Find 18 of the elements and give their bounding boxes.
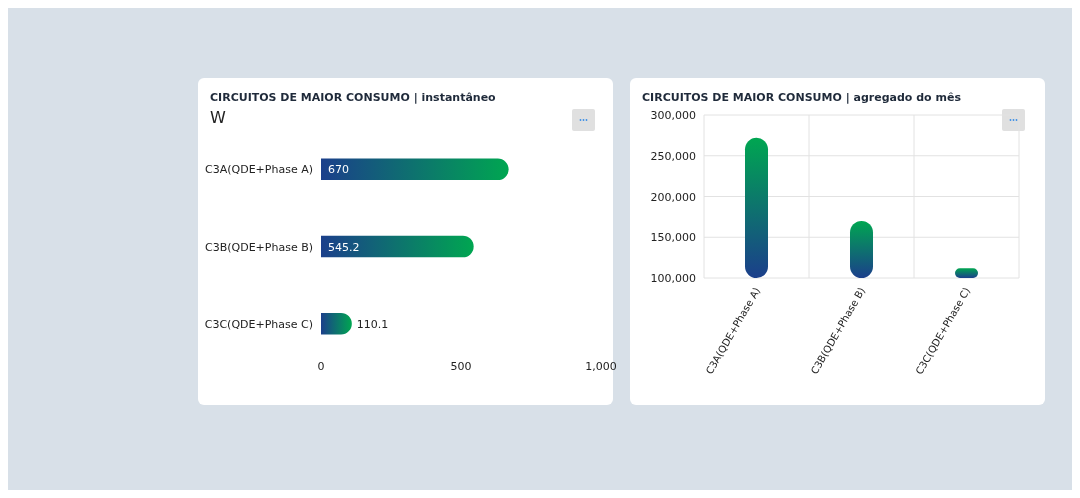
y-tick-label: 250,000 [650,149,696,163]
chart-title: CIRCUITOS DE MAIOR CONSUMO | instantâneo [210,91,497,104]
y-tick-label: C3B(QDE+Phase B) [205,240,313,254]
chart-title: CIRCUITOS DE MAIOR CONSUMO | agregado do mês [642,91,962,104]
text: W [210,108,226,127]
data-label: 670 [328,163,349,177]
data-label: 545.2 [328,240,360,254]
y-tick-label: 100,000 [650,272,696,285]
y-tick-label: 200,000 [650,190,696,204]
x-tick-label: 0 [317,360,325,373]
bar [321,158,509,181]
x-tick-label: 500 [450,360,472,373]
y-tick-label: 150,000 [650,231,696,245]
x-tick-label: 1,000 [585,360,617,373]
data-label: 110.1 [356,317,389,331]
bar [321,235,474,258]
y-tick-label: 300,000 [650,109,696,122]
y-tick-label: C3A(QDE+Phase A) [205,163,313,177]
